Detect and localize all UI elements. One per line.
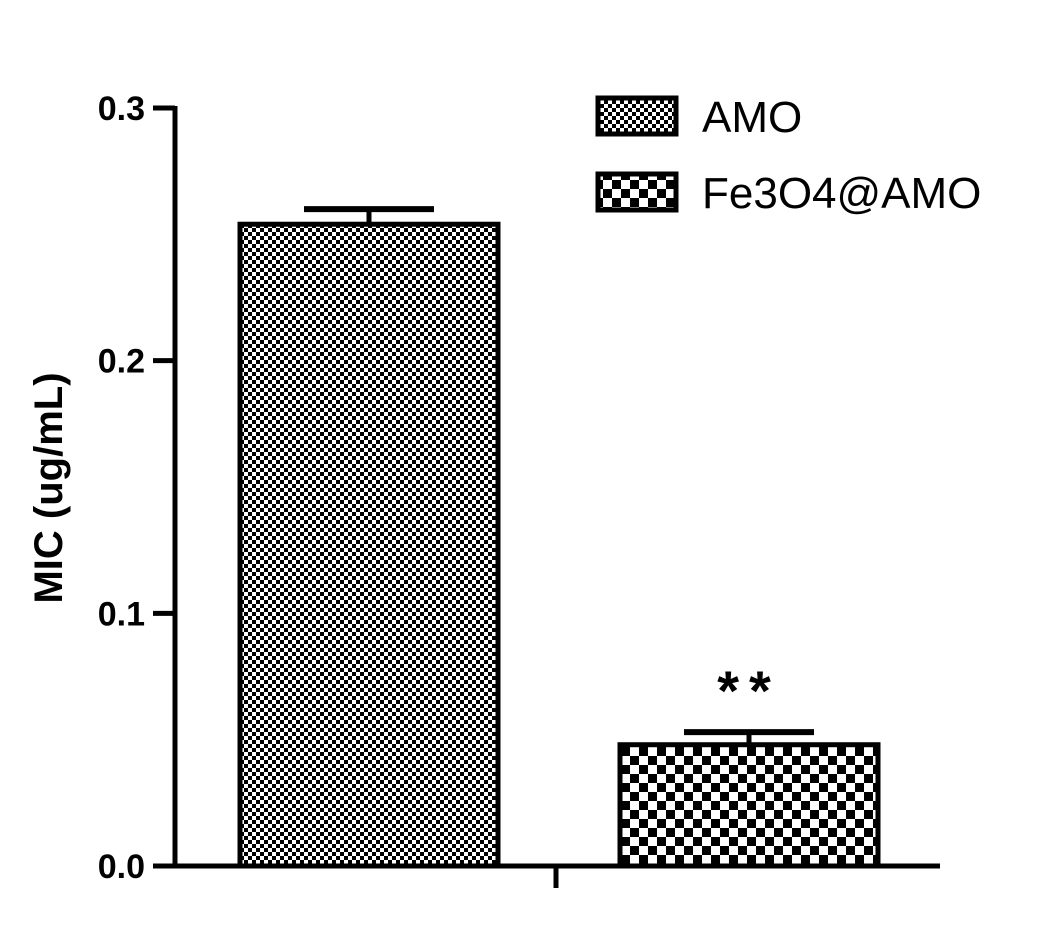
x-axis	[173, 863, 940, 888]
y-tick-label: 0.3	[98, 90, 145, 128]
y-axis-label: MIC (ug/mL)	[27, 372, 71, 603]
significance-label: **	[717, 659, 781, 722]
legend: AMO Fe3O4@AMO	[595, 93, 981, 218]
legend-swatch	[595, 95, 679, 137]
y-tick-label: 0.0	[98, 848, 145, 886]
bar-fe3o4-amo	[617, 742, 881, 869]
legend-label: Fe3O4@AMO	[702, 169, 981, 218]
y-axis: 0.0 0.1 0.2 0.3	[98, 90, 178, 886]
annotations: **	[717, 659, 781, 722]
error-bars	[304, 206, 814, 745]
y-tick-label: 0.2	[98, 343, 145, 381]
legend-label: AMO	[702, 93, 802, 142]
y-tick-label: 0.1	[98, 595, 145, 633]
bars	[237, 221, 881, 869]
legend-swatch	[595, 171, 679, 213]
bar-amo	[237, 221, 501, 869]
